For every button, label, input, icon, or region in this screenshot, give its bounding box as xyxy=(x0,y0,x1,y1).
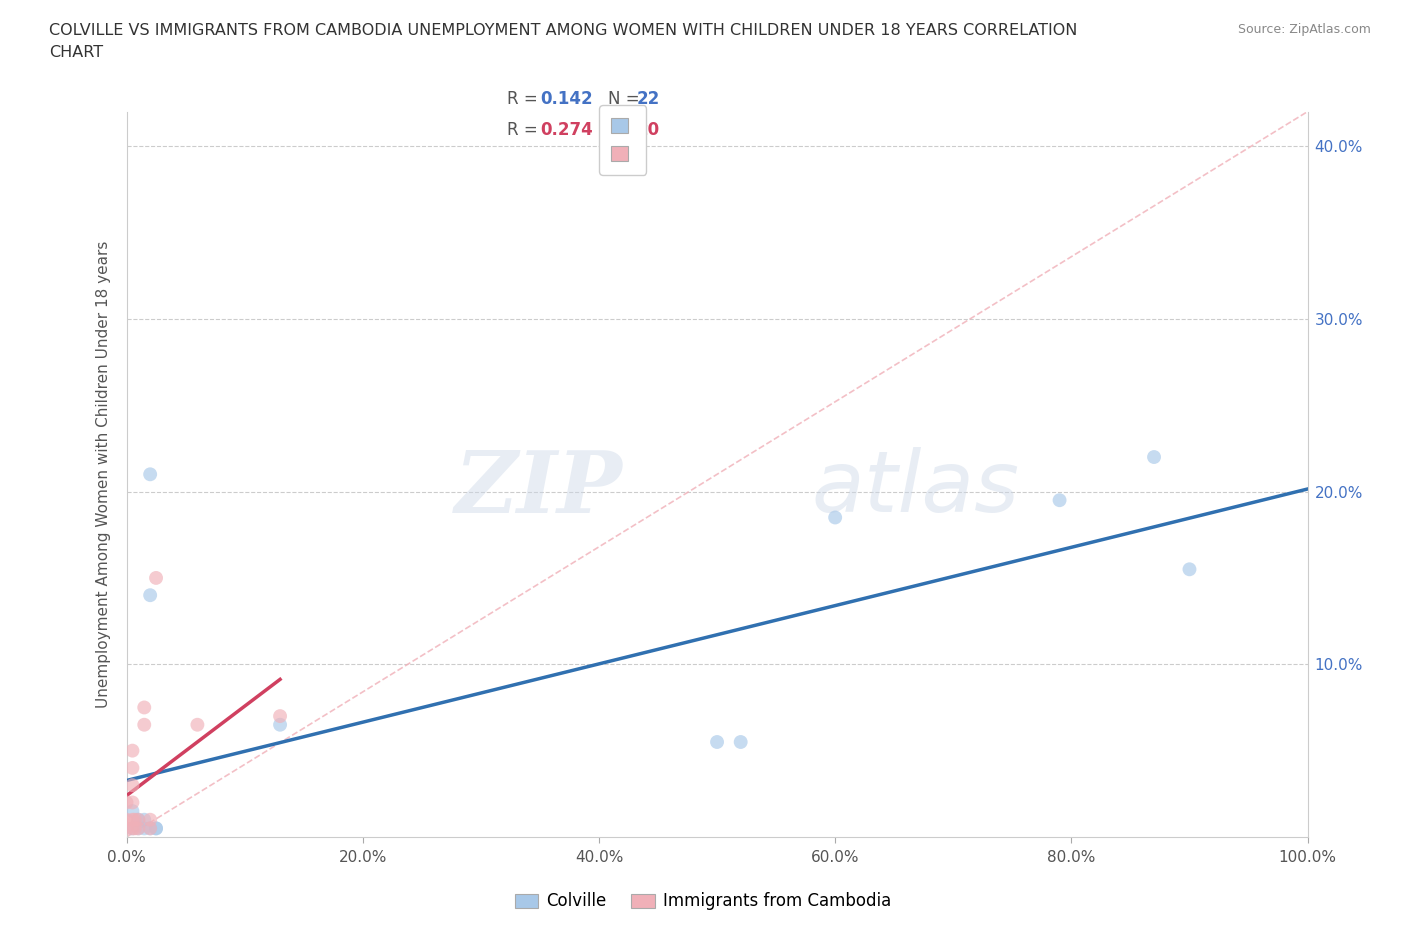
Point xyxy=(139,821,162,836)
Text: N =: N = xyxy=(609,121,645,140)
Point xyxy=(134,717,156,732)
Point xyxy=(121,795,143,810)
Legend: Colville, Immigrants from Cambodia: Colville, Immigrants from Cambodia xyxy=(508,885,898,917)
Point xyxy=(139,467,162,482)
Point xyxy=(121,821,143,836)
Point xyxy=(115,795,138,810)
Text: ZIP: ZIP xyxy=(454,447,623,530)
Point xyxy=(134,812,156,827)
Point xyxy=(145,570,167,585)
Text: 20: 20 xyxy=(637,121,659,140)
Legend: , : , xyxy=(599,105,645,175)
Point xyxy=(186,717,208,732)
Point xyxy=(134,821,156,836)
Point xyxy=(730,735,752,750)
Point xyxy=(121,761,143,776)
Text: 0.274: 0.274 xyxy=(540,121,593,140)
Point xyxy=(115,812,138,827)
Point xyxy=(127,812,149,827)
Point xyxy=(139,588,162,603)
Text: COLVILLE VS IMMIGRANTS FROM CAMBODIA UNEMPLOYMENT AMONG WOMEN WITH CHILDREN UNDE: COLVILLE VS IMMIGRANTS FROM CAMBODIA UNE… xyxy=(49,23,1077,38)
Point xyxy=(1049,493,1071,508)
Point xyxy=(139,821,162,836)
Point xyxy=(145,821,167,836)
Text: N =: N = xyxy=(609,90,645,108)
Point xyxy=(121,804,143,818)
Point xyxy=(269,717,291,732)
Point xyxy=(269,709,291,724)
Point xyxy=(824,510,846,525)
Text: Source: ZipAtlas.com: Source: ZipAtlas.com xyxy=(1237,23,1371,36)
Text: R =: R = xyxy=(506,90,543,108)
Point xyxy=(706,735,728,750)
Point xyxy=(1143,449,1166,464)
Text: 22: 22 xyxy=(637,90,659,108)
Point xyxy=(124,821,146,836)
Point xyxy=(127,821,149,836)
Text: 0.142: 0.142 xyxy=(540,90,592,108)
Point xyxy=(145,821,167,836)
Point xyxy=(1178,562,1201,577)
Point xyxy=(127,821,149,836)
Point xyxy=(139,812,162,827)
Text: R =: R = xyxy=(506,121,543,140)
Point xyxy=(124,812,146,827)
Point xyxy=(121,743,143,758)
Point xyxy=(134,700,156,715)
Point xyxy=(127,812,149,827)
Y-axis label: Unemployment Among Women with Children Under 18 years: Unemployment Among Women with Children U… xyxy=(96,241,111,708)
Point xyxy=(121,812,143,827)
Point xyxy=(121,821,143,836)
Point xyxy=(121,777,143,792)
Point xyxy=(115,821,138,836)
Text: atlas: atlas xyxy=(811,447,1019,530)
Text: CHART: CHART xyxy=(49,45,103,60)
